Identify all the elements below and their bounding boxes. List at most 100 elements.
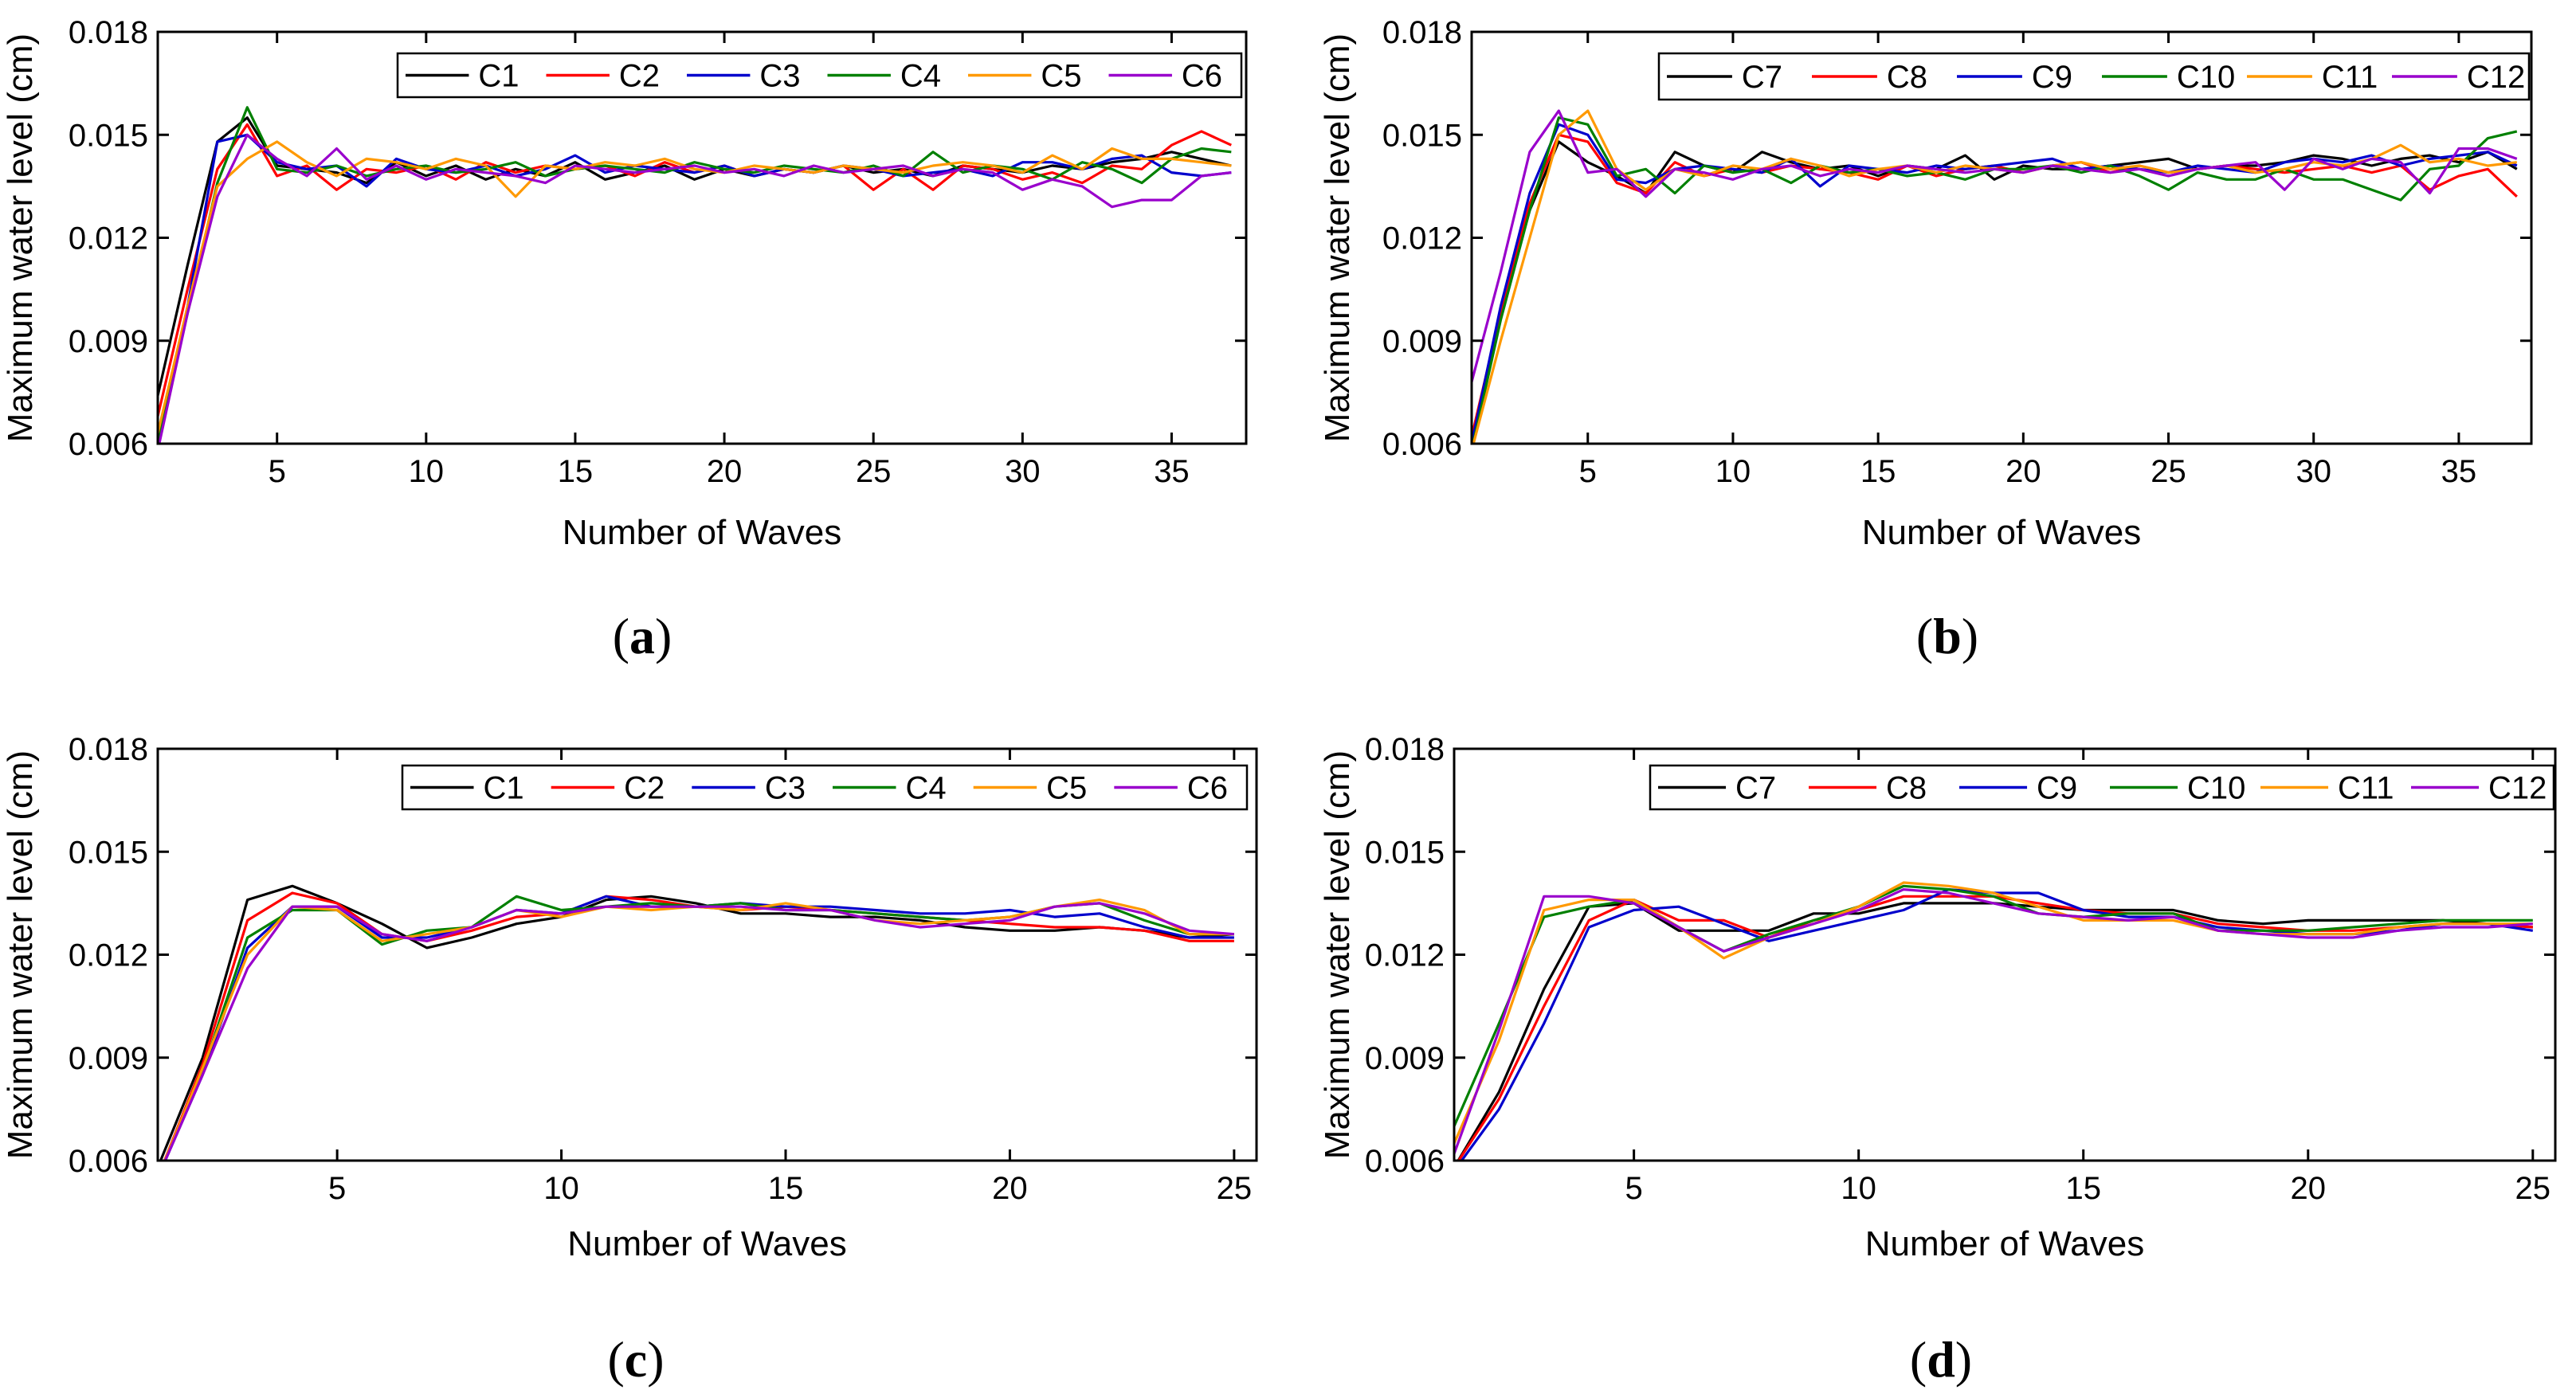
chart-panel-c: 5 10 15 20 25 0.006 0.009 0.012 0.015 0.018 Number… (1, 732, 1258, 1388)
x-axis-title: Number of Waves (1862, 513, 2141, 552)
y-tick-label: 0.006 (1365, 1144, 1445, 1179)
y-tick-label: 0.018 (69, 15, 148, 50)
series-line-c6 (163, 902, 1235, 1161)
legend-label-c6: C6 (1187, 771, 1228, 806)
y-tick-label: 0.015 (1365, 835, 1445, 870)
x-tick-label: 15 (2065, 1171, 2101, 1206)
legend-label-c12: C12 (2488, 771, 2547, 806)
legend: C7 C8 C9 C10 C11 C12 (1657, 52, 2531, 101)
x-tick-label: 25 (856, 454, 892, 489)
series-line-c3 (163, 895, 1234, 1161)
y-tick-label: 0.015 (1382, 118, 1462, 153)
series-line-c7 (1457, 902, 2533, 1161)
legend-label-c10: C10 (2187, 771, 2245, 806)
legend-label-c10: C10 (2177, 60, 2235, 95)
x-axis-title: Number of Waves (1865, 1224, 2144, 1263)
y-axis-title: Maximum water level (cm) (1318, 33, 1357, 442)
series-line-c5 (163, 898, 1234, 1161)
legend-label-c8: C8 (1887, 60, 1927, 95)
axes-frame (156, 747, 1258, 1162)
legend-label-c4: C4 (900, 59, 941, 94)
x-tick-label: 30 (1005, 454, 1041, 489)
chart-panel-a: 5 10 15 20 25 30 35 0.006 0.009 0.012 0.015 0.018 Nu… (1, 15, 1248, 664)
legend-label-c12: C12 (2467, 60, 2525, 95)
legend-label-c5: C5 (1046, 771, 1087, 806)
legend-box (1657, 52, 2531, 101)
y-tick-label: 0.009 (1365, 1041, 1445, 1076)
y-tick-label: 0.015 (69, 118, 148, 153)
legend-label-c9: C9 (2032, 60, 2072, 95)
series-line-c10 (1454, 884, 2533, 1127)
x-tick-label: 35 (2441, 454, 2477, 489)
chart-panel-d: 5 10 15 20 25 0.006 0.009 0.012 0.015 0.018 Number… (1318, 732, 2557, 1388)
legend-label-c7: C7 (1742, 60, 1782, 95)
y-axis-title: Maximum water level (cm) (1318, 750, 1357, 1159)
legend-label-c2: C2 (624, 771, 665, 806)
x-tick-label: 25 (2151, 454, 2186, 489)
panel-label-letter: b (1933, 608, 1962, 664)
legend-box (401, 764, 1249, 811)
legend: C1 C2 C3 C4 C5 C6 (401, 764, 1249, 811)
x-tick-label: 20 (2006, 454, 2041, 489)
legend-label-c1: C1 (478, 59, 519, 94)
x-tick-label: 15 (1860, 454, 1896, 489)
x-tick-label: 25 (1217, 1171, 1253, 1206)
legend-label-c6: C6 (1182, 59, 1222, 94)
y-tick-label: 0.006 (69, 1144, 148, 1179)
x-tick-label: 5 (1625, 1171, 1643, 1206)
x-tick-label: 20 (992, 1171, 1028, 1206)
y-tick-label: 0.009 (1382, 324, 1462, 359)
y-axis-title: Maximum water level (cm) (1, 750, 40, 1159)
panel-label: (a) (613, 608, 672, 664)
series-line-c9 (1472, 123, 2518, 444)
x-axis-title: Number of Waves (567, 1224, 846, 1263)
y-tick-label: 0.012 (69, 221, 148, 256)
series-line-c12 (1472, 109, 2518, 382)
legend-label-c11: C11 (2338, 771, 2394, 806)
series-line-c4 (163, 895, 1234, 1161)
legend-label-c3: C3 (759, 59, 800, 94)
x-tick-label: 15 (558, 454, 594, 489)
series-line-c1 (158, 116, 1232, 397)
x-tick-label: 25 (2515, 1171, 2551, 1206)
series-line-c10 (1472, 116, 2518, 444)
legend-box (1649, 764, 2555, 811)
x-axis-title: Number of Waves (563, 513, 841, 552)
y-tick-label: 0.009 (69, 324, 148, 359)
panel-label-open: ( (1916, 608, 1933, 664)
x-tick-label: 30 (2296, 454, 2331, 489)
x-tick-label: 5 (1579, 454, 1597, 489)
legend: C1 C2 C3 C4 C5 C6 (396, 52, 1243, 99)
legend-label-c7: C7 (1735, 771, 1776, 806)
y-tick-label: 0.015 (69, 835, 148, 870)
legend-label-c3: C3 (765, 771, 806, 806)
x-tick-label: 20 (707, 454, 743, 489)
legend-box (396, 52, 1243, 99)
series-line-c11 (1454, 881, 2533, 1145)
panel-label-open: ( (607, 1331, 624, 1388)
y-tick-label: 0.012 (1365, 938, 1445, 973)
legend-label-c4: C4 (906, 771, 947, 806)
panel-label: (d) (1910, 1331, 1972, 1388)
panel-label-open: ( (1910, 1331, 1927, 1388)
x-tick-label: 5 (269, 454, 286, 489)
x-tick-label: 20 (2291, 1171, 2327, 1206)
y-tick-label: 0.012 (1382, 221, 1462, 256)
y-tick-label: 0.006 (1382, 427, 1462, 462)
panel-label-close: ) (647, 1331, 664, 1388)
legend-label-c1: C1 (484, 771, 524, 806)
panel-label: (b) (1916, 608, 1978, 664)
x-tick-label: 10 (543, 1171, 579, 1206)
x-tick-label: 35 (1154, 454, 1190, 489)
x-tick-label: 10 (1841, 1171, 1876, 1206)
chart-panel-b: 5 10 15 20 25 30 35 0.006 0.009 0.012 0.015 0.018 Nu… (1318, 15, 2533, 664)
series-line-c2 (163, 891, 1234, 1161)
x-tick-label: 5 (328, 1171, 346, 1206)
legend: C7 C8 C9 C10 C11 C12 (1649, 764, 2555, 811)
y-tick-label: 0.012 (69, 938, 148, 973)
panel-label-close: ) (1955, 1331, 1972, 1388)
series-line-c12 (1454, 887, 2533, 1154)
x-tick-label: 10 (1715, 454, 1751, 489)
legend-label-c2: C2 (619, 59, 660, 94)
